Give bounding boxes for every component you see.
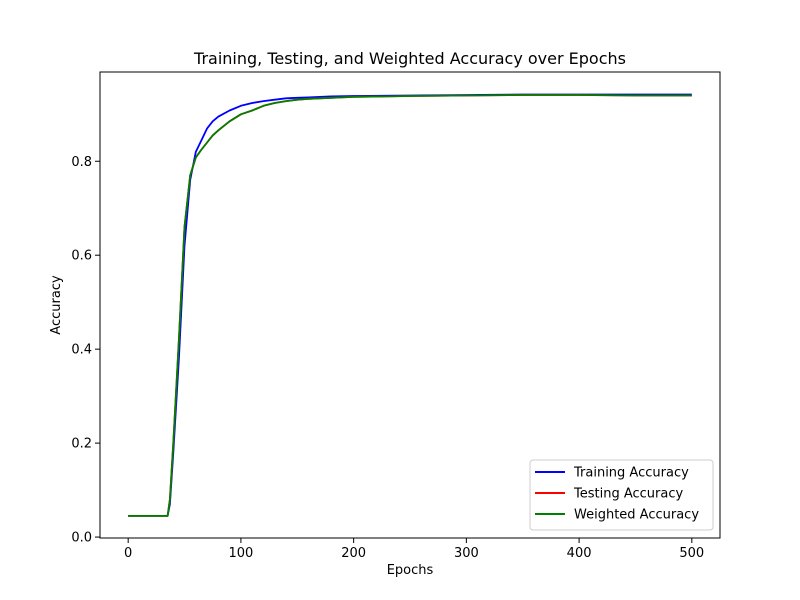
x-tick-label: 0 — [124, 546, 132, 561]
y-tick-label: 0.8 — [71, 155, 92, 170]
y-tick-label: 0.4 — [71, 343, 92, 358]
y-tick-label: 0.0 — [71, 531, 92, 546]
x-tick-label: 200 — [341, 546, 366, 561]
y-tick-label: 0.6 — [71, 249, 92, 264]
plot-frame — [99, 71, 721, 539]
x-tick-label: 500 — [679, 546, 704, 561]
legend-label-0: Training Accuracy — [573, 466, 689, 481]
legend-label-1: Testing Accuracy — [573, 487, 683, 502]
x-tick-label: 400 — [567, 546, 592, 561]
y-axis-ticks: 0.0 0.2 0.4 0.6 0.8 — [71, 155, 100, 546]
chart-title: Training, Testing, and Weighted Accuracy… — [193, 49, 626, 68]
x-axis-ticks: 0 100 200 300 400 500 — [124, 538, 704, 561]
legend-label-2: Weighted Accuracy — [574, 508, 699, 523]
x-tick-label: 100 — [228, 546, 253, 561]
y-axis-label: Accuracy — [49, 275, 64, 335]
series-layer — [128, 93, 692, 517]
legend-box — [529, 459, 714, 531]
x-tick-label: 300 — [454, 546, 479, 561]
y-tick-label: 0.2 — [71, 437, 92, 452]
legend: Training Accuracy Testing Accuracy Weighte… — [529, 459, 714, 531]
x-axis-label: Epochs — [387, 563, 434, 578]
series-line-2 — [128, 94, 692, 517]
